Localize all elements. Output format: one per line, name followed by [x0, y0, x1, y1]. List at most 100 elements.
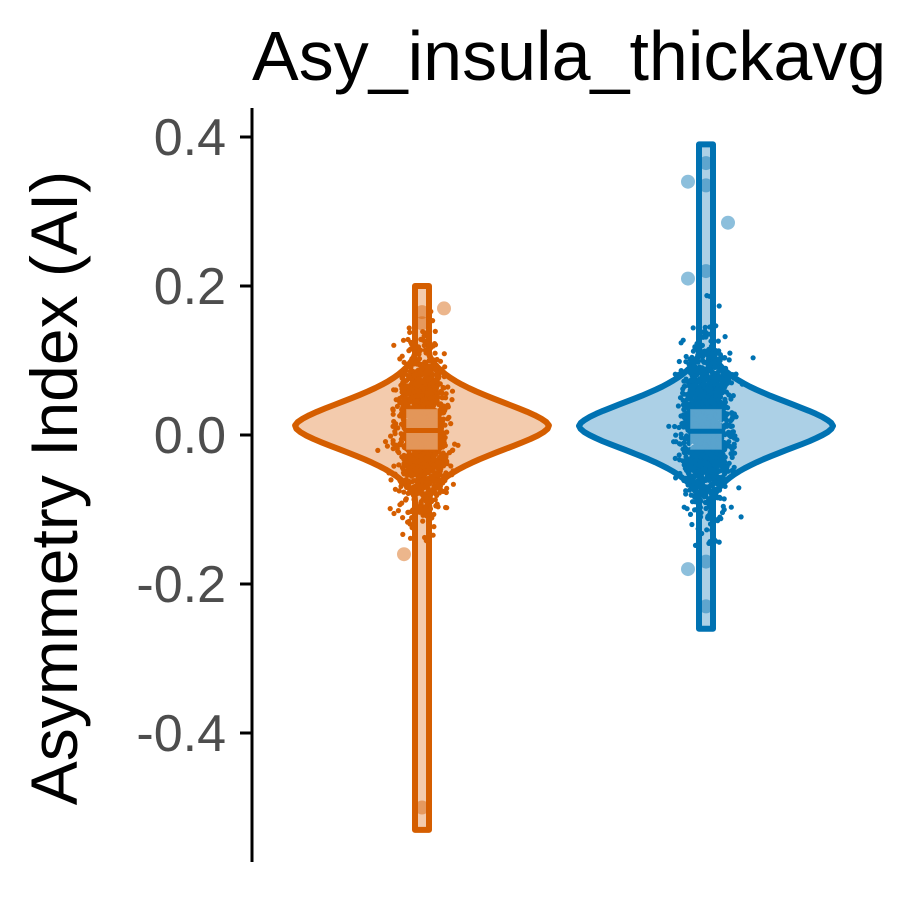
data-point [683, 378, 689, 384]
data-point [422, 347, 428, 353]
data-point [407, 439, 413, 446]
data-point [420, 518, 426, 524]
data-point [397, 478, 403, 484]
data-point [672, 455, 678, 461]
data-point [713, 423, 719, 429]
data-point [701, 370, 707, 376]
chart-title: Asy_insula_thickavg [252, 17, 886, 95]
data-point [707, 363, 713, 369]
data-point [394, 403, 400, 409]
data-point [702, 351, 708, 357]
data-point [696, 344, 703, 350]
data-point [403, 458, 409, 464]
data-point [429, 423, 435, 429]
data-point [441, 410, 447, 416]
data-point [695, 526, 701, 532]
data-point [400, 515, 406, 521]
data-point [425, 486, 431, 492]
data-point [698, 514, 704, 520]
data-point [710, 480, 716, 486]
data-point [707, 414, 713, 420]
data-point [707, 521, 714, 527]
data-point [423, 369, 429, 375]
data-point [731, 441, 737, 447]
data-point [703, 505, 709, 512]
data-point [701, 391, 707, 397]
data-point [426, 358, 432, 364]
data-point [427, 368, 433, 374]
plot-area [292, 141, 836, 833]
data-point [432, 398, 438, 404]
data-point [441, 463, 447, 469]
data-point [699, 451, 705, 457]
data-point [452, 441, 458, 447]
data-point [407, 535, 414, 541]
data-point [687, 511, 694, 517]
data-point [392, 431, 398, 437]
data-point [405, 509, 411, 515]
data-point [396, 450, 402, 456]
data-point [703, 334, 709, 340]
data-point [399, 465, 405, 471]
data-point [692, 542, 699, 549]
data-point [413, 507, 419, 513]
data-point [723, 365, 729, 371]
data-point [422, 507, 428, 513]
data-point [695, 484, 702, 490]
data-point [392, 486, 398, 492]
data-point [423, 494, 429, 500]
data-point [432, 328, 438, 334]
data-point [703, 399, 709, 406]
data-point [392, 471, 398, 477]
data-point [430, 379, 436, 385]
data-point [715, 480, 722, 486]
data-point [445, 402, 451, 408]
data-point [703, 435, 709, 441]
data-point [689, 521, 695, 528]
data-point [401, 489, 407, 495]
data-point [724, 417, 730, 423]
data-point [685, 482, 691, 488]
data-point [427, 516, 433, 522]
data-point [437, 472, 443, 478]
violin-group [292, 283, 552, 833]
data-point [720, 458, 726, 464]
data-point [683, 434, 689, 440]
data-point [715, 516, 721, 522]
data-point [698, 498, 704, 504]
data-point [423, 513, 429, 519]
data-point [677, 470, 683, 477]
data-point [693, 494, 700, 500]
data-point [688, 383, 695, 389]
y-tick-label: 0.4 [154, 109, 226, 167]
y-tick-label: 0.2 [154, 258, 226, 316]
data-point [682, 421, 688, 428]
data-point [449, 388, 456, 394]
data-point [401, 359, 407, 365]
data-point [431, 457, 437, 463]
data-point [714, 382, 721, 388]
data-point [391, 342, 397, 348]
data-point [426, 466, 432, 472]
data-point [692, 507, 698, 513]
data-point [696, 468, 702, 474]
data-point [397, 502, 403, 508]
outlier-point [415, 316, 429, 331]
y-axis-label: Asymmetry Index (AI) [17, 171, 91, 805]
data-point [438, 388, 444, 394]
data-point [698, 414, 704, 420]
data-point [415, 453, 421, 459]
data-point [390, 406, 396, 412]
data-point [738, 514, 744, 520]
data-point [429, 489, 436, 495]
data-point [434, 492, 440, 498]
data-point [690, 467, 696, 473]
data-point [680, 446, 686, 452]
data-point [707, 483, 713, 490]
data-point [715, 474, 721, 481]
data-point [407, 521, 413, 527]
data-point [423, 538, 429, 544]
data-point [448, 421, 454, 427]
data-point [409, 515, 415, 521]
data-point [680, 390, 686, 396]
